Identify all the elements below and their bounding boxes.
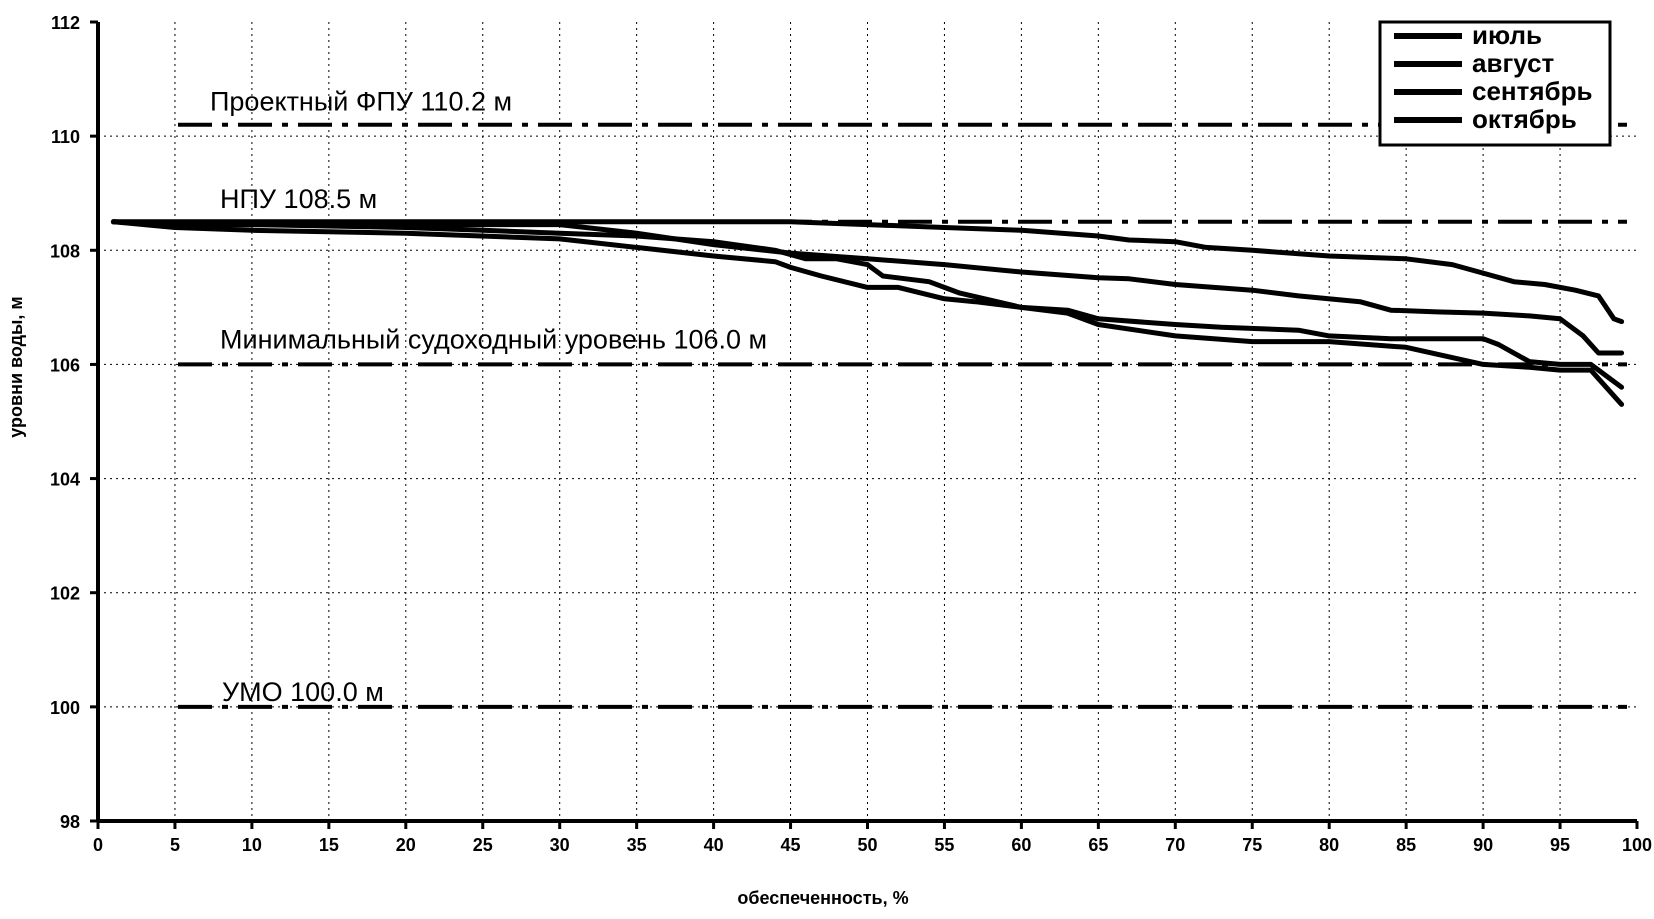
x-tick-label: 80 [1319, 835, 1339, 855]
legend-box [1378, 20, 1612, 147]
reference-line-label: УМО 100.0 м [222, 677, 384, 707]
x-tick-label: 10 [242, 835, 262, 855]
x-tick-label: 15 [319, 835, 339, 855]
series-line-3 [110, 219, 1625, 407]
x-tick-label: 5 [170, 835, 180, 855]
reference-lines: Проектный ФПУ 110.2 м НПУ 108.5 м Минималь… [178, 87, 1627, 709]
x-tick-label: 100 [1622, 835, 1652, 855]
x-tick-label: 30 [550, 835, 570, 855]
x-tick-label: 65 [1088, 835, 1108, 855]
y-tick-label: 100 [50, 698, 80, 718]
legend-label: июль [1472, 20, 1542, 50]
x-tick-label: 55 [934, 835, 954, 855]
x-tick-label: 0 [93, 835, 103, 855]
tick-labels: 0 5 10 15 20 25 30 35 40 45 50 55 60 65 70 75 80 85 90 95 10… [50, 13, 1652, 855]
reference-line-label: НПУ 108.5 м [220, 184, 377, 214]
x-tick-label: 75 [1242, 835, 1262, 855]
y-tick-label: 108 [50, 241, 80, 261]
x-tick-label: 45 [781, 835, 801, 855]
y-axis-title: уровни воды, м [6, 296, 26, 437]
x-tick-label: 20 [396, 835, 416, 855]
legend-label: октябрь [1472, 104, 1577, 134]
x-tick-label: 60 [1011, 835, 1031, 855]
series-line-4 [110, 219, 1625, 390]
gridlines [98, 22, 1637, 821]
x-axis-title: обеспеченность, % [737, 888, 908, 908]
y-tick-label: 106 [50, 355, 80, 375]
x-tick-label: 40 [704, 835, 724, 855]
reference-line-label: Проектный ФПУ 110.2 м [210, 87, 512, 117]
series-lines [110, 219, 1625, 407]
legend-label: август [1472, 48, 1555, 78]
series-line-1 [110, 219, 1625, 325]
x-tick-label: 95 [1550, 835, 1570, 855]
x-tick-label: 50 [857, 835, 877, 855]
y-tick-label: 110 [51, 127, 80, 147]
y-tick-label: 102 [50, 584, 80, 604]
x-tick-label: 90 [1473, 835, 1493, 855]
axes [90, 20, 1639, 829]
y-tick-label: 98 [60, 812, 80, 832]
y-tick-label: 112 [51, 13, 80, 33]
legend-label: сентябрь [1472, 76, 1592, 106]
x-tick-label: 35 [627, 835, 647, 855]
series-line-2 [110, 219, 1625, 356]
y-tick-label: 104 [50, 470, 80, 490]
reference-line-label: Минимальный судоходный уровень 106.0 м [220, 324, 767, 354]
x-tick-label: 25 [473, 835, 493, 855]
x-tick-label: 85 [1396, 835, 1416, 855]
x-tick-label: 70 [1165, 835, 1185, 855]
